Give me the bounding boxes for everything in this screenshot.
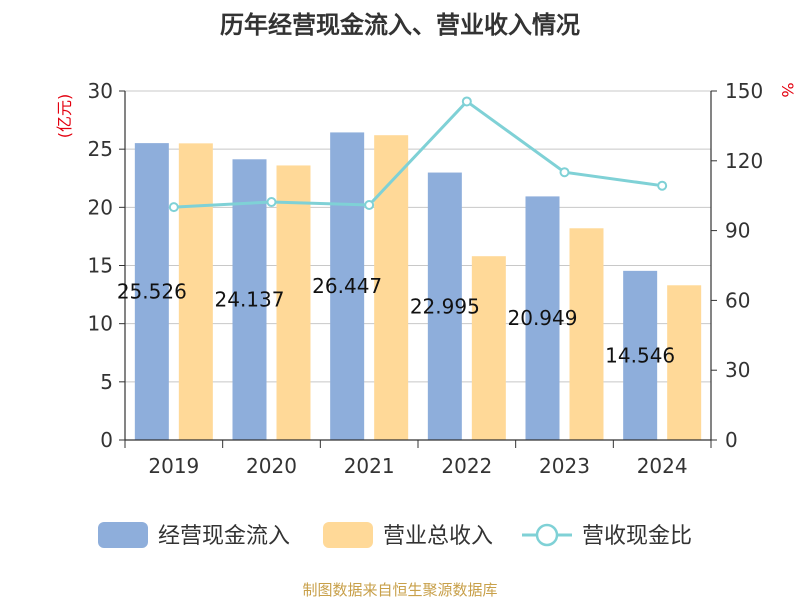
data-label: 25.526 — [117, 280, 187, 304]
bar-revenue — [569, 228, 604, 440]
line-point — [266, 196, 277, 207]
bars — [134, 132, 702, 441]
x-axis-tick-label: 2019 — [148, 454, 199, 478]
line-series — [168, 96, 668, 213]
bar-revenue — [178, 143, 213, 440]
data-label: 14.546 — [605, 343, 675, 367]
left-axis-tick-label: 15 — [88, 254, 113, 278]
left-axis-tick-label: 30 — [88, 79, 113, 103]
legend-swatch — [323, 522, 373, 548]
line-point — [168, 202, 179, 213]
legend-label: 营收现金比 — [582, 524, 692, 549]
data-labels: 25.526 24.137 26.447 22.995 20.949 14.546 — [117, 274, 675, 367]
bar-revenue — [667, 285, 702, 440]
left-axis-tick-label: 20 — [88, 195, 113, 219]
bar-cash-inflow — [232, 159, 267, 441]
right-axis-tick-label: 120 — [725, 149, 763, 173]
left-axis-tick-label: 10 — [88, 312, 113, 336]
x-axis-tick-label: 2020 — [246, 454, 297, 478]
left-axis-tick-label: 5 — [100, 370, 113, 394]
line-point — [657, 180, 668, 191]
data-label: 26.447 — [312, 274, 382, 298]
bar-revenue — [471, 256, 506, 440]
legend-marker — [535, 523, 559, 547]
bar-revenue — [374, 135, 409, 440]
line-point — [364, 200, 375, 211]
line-cash-revenue-ratio — [173, 99, 663, 209]
legend: 经营现金流入 营业总收入 营收现金比 — [98, 522, 692, 549]
chart-title: 历年经营现金流入、营业收入情况 — [220, 11, 580, 39]
bar-revenue — [276, 165, 311, 440]
left-axis-unit: (亿元) — [55, 94, 74, 139]
right-axis-tick-label: 0 — [725, 428, 738, 452]
right-axis-tick-label: 150 — [725, 79, 763, 103]
data-label: 20.949 — [508, 306, 578, 330]
bar-cash-inflow — [623, 270, 658, 440]
line-point — [461, 96, 472, 107]
data-label: 22.995 — [410, 294, 480, 318]
line-point — [559, 167, 570, 178]
bar-cash-inflow — [134, 143, 169, 440]
axes: 0 5 10 15 20 25 30 0 30 60 90 120 150 2019 2020 2021 202… — [88, 79, 764, 478]
left-axis-tick-label: 0 — [100, 428, 113, 452]
right-axis-tick-label: 30 — [725, 358, 750, 382]
bar-cash-inflow — [427, 172, 462, 440]
left-axis-tick-label: 25 — [88, 137, 113, 161]
data-label: 24.137 — [215, 288, 285, 312]
right-axis-unit: % — [778, 82, 797, 97]
bar-cash-inflow — [330, 132, 365, 440]
legend-swatch — [98, 522, 148, 548]
right-axis-tick-label: 90 — [725, 219, 750, 243]
grid — [125, 90, 711, 383]
bar-cash-inflow — [525, 196, 560, 440]
x-axis-tick-label: 2021 — [344, 454, 395, 478]
x-axis-tick-label: 2024 — [637, 454, 688, 478]
x-axis-tick-label: 2022 — [441, 454, 492, 478]
right-axis-tick-label: 60 — [725, 288, 750, 312]
x-axis-tick-label: 2023 — [539, 454, 590, 478]
legend-label: 营业总收入 — [383, 524, 493, 549]
legend-label: 经营现金流入 — [158, 524, 290, 549]
source-note: 制图数据来自恒生聚源数据库 — [302, 581, 497, 599]
